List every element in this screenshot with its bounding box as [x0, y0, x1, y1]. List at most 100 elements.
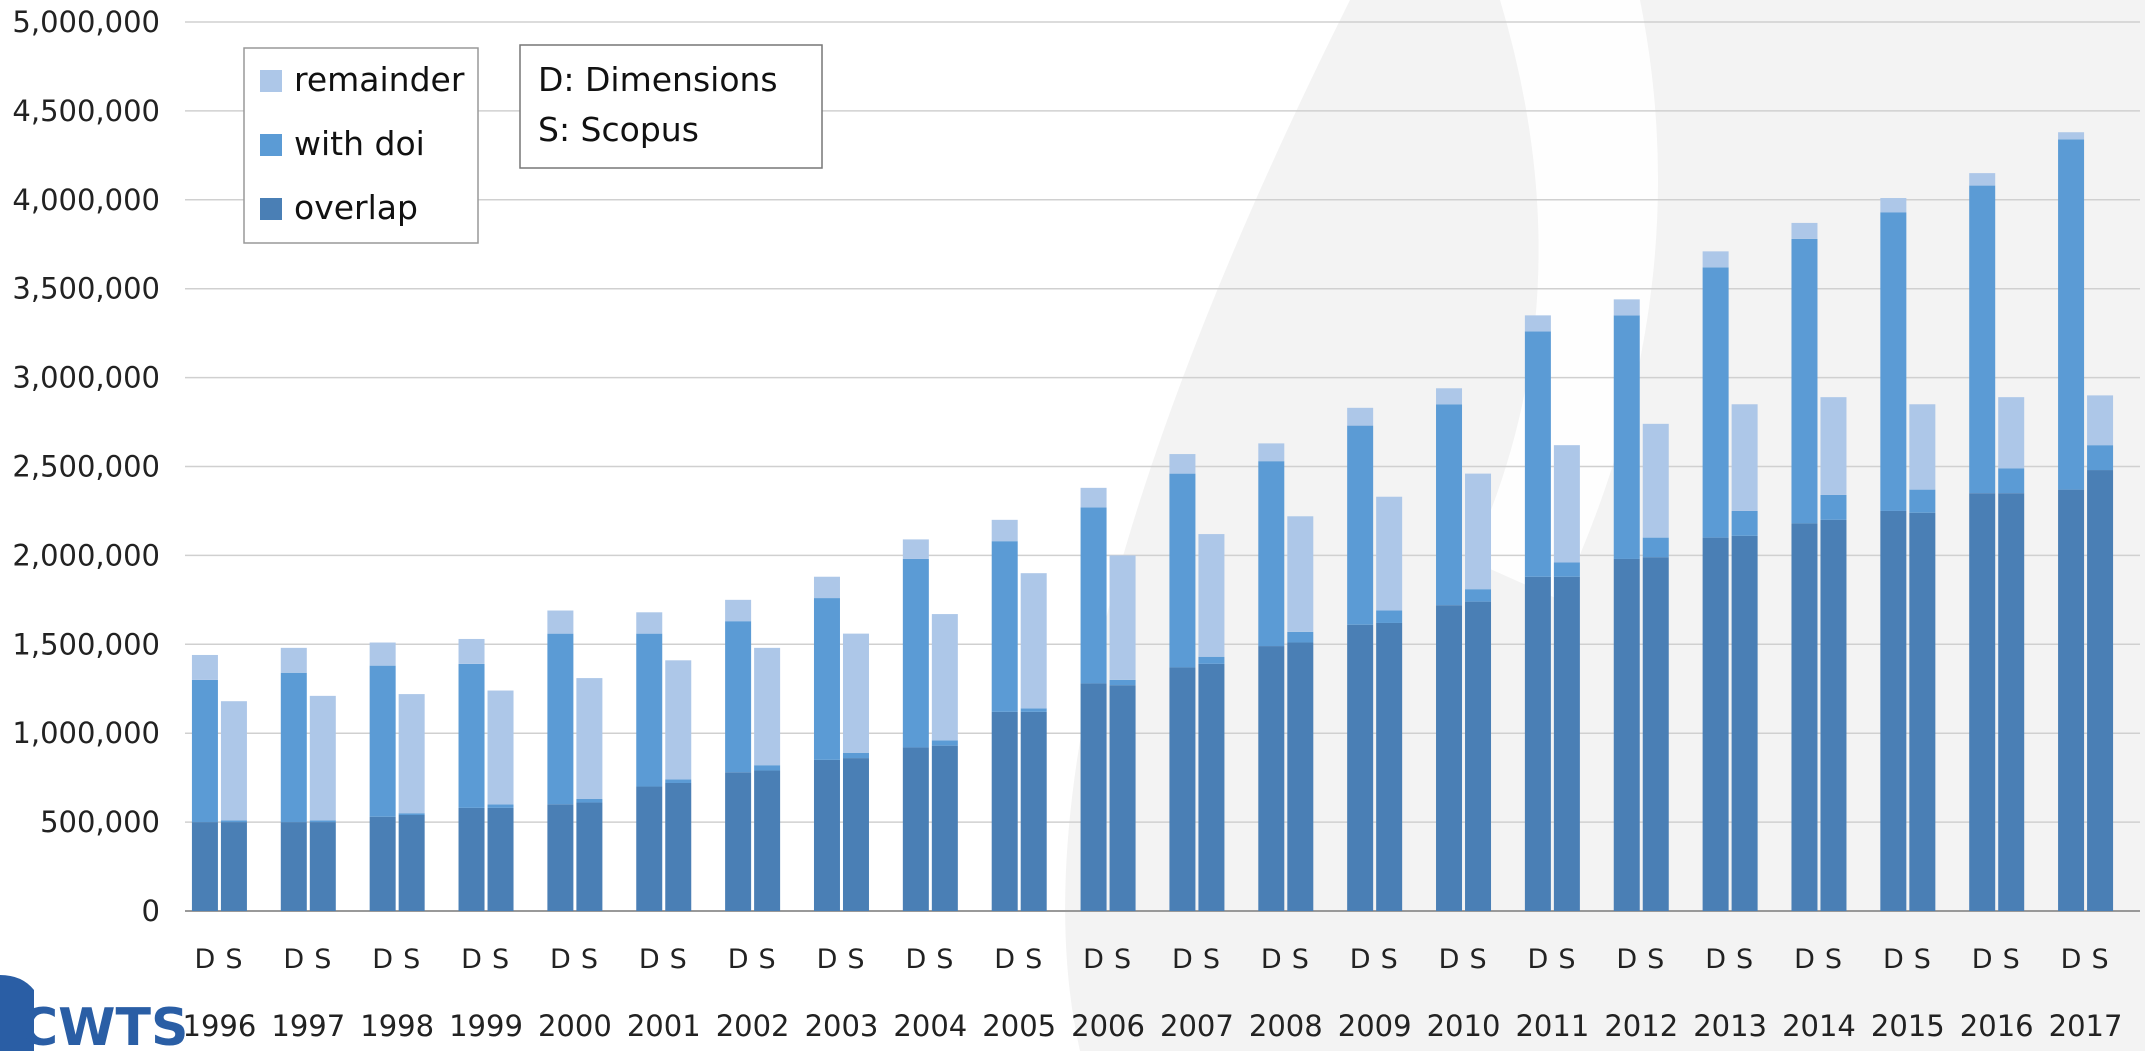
group-label-D: D [1172, 944, 1193, 975]
bar-overlap-D-2013 [1702, 537, 1729, 911]
bar-remainder-S-2011 [1553, 445, 1580, 563]
y-tick-label: 2,000,000 [12, 538, 160, 572]
x-tick-label: 2015 [1871, 1009, 1945, 1043]
bar-remainder-D-2006 [1080, 487, 1107, 508]
x-tick-label: 2017 [2049, 1009, 2123, 1043]
bar-remainder-D-2002 [725, 599, 752, 622]
bar-overlap-D-2007 [1169, 667, 1196, 911]
bar-remainder-S-1996 [220, 701, 247, 821]
bar-with-doi-D-2005 [991, 541, 1018, 712]
y-axis-ticks: 0 500,000 1,000,000 1,500,000 2,000,000 2,500… [12, 5, 160, 928]
group-label-S: S [1736, 944, 1753, 975]
bar-overlap-S-2017 [2087, 470, 2114, 911]
x-tick-label: 2009 [1338, 1009, 1412, 1043]
bar-overlap-D-2006 [1080, 683, 1107, 911]
bar-overlap-S-2008 [1287, 642, 1314, 911]
x-tick-label: 1999 [449, 1009, 523, 1043]
bar-remainder-D-2008 [1258, 443, 1285, 462]
bar-overlap-S-2016 [1998, 493, 2025, 911]
bar-with-doi-D-2001 [636, 633, 663, 787]
bar-with-doi-S-2009 [1376, 610, 1403, 623]
bar-with-doi-D-2007 [1169, 473, 1196, 668]
bar-with-doi-D-2015 [1880, 212, 1907, 511]
legend-item-remainder: remainder [260, 60, 465, 99]
group-label-D: D [1794, 944, 1815, 975]
group-label-D: D [461, 944, 482, 975]
bar-overlap-S-1997 [309, 822, 336, 911]
bar-remainder-S-1998 [398, 694, 425, 814]
legend-swatch-overlap [260, 198, 282, 220]
group-label-S: S [1469, 944, 1486, 975]
group-label-D: D [1350, 944, 1371, 975]
bar-with-doi-D-2016 [1969, 185, 1996, 494]
legend-label-remainder: remainder [294, 60, 465, 99]
group-label-S: S [1025, 944, 1042, 975]
group-label-D: D [1261, 944, 1282, 975]
bar-remainder-D-2015 [1880, 198, 1907, 213]
legend-label-overlap: overlap [294, 188, 418, 227]
x-tick-label: 2013 [1693, 1009, 1767, 1043]
bar-overlap-S-2010 [1465, 601, 1492, 911]
bar-with-doi-S-2011 [1553, 562, 1580, 577]
bar-with-doi-S-2005 [1020, 708, 1047, 712]
bar-remainder-S-1997 [309, 695, 336, 821]
bar-remainder-D-2012 [1613, 299, 1640, 316]
bar-remainder-D-1997 [280, 647, 307, 673]
y-tick-label: 3,500,000 [12, 272, 160, 306]
group-label-S: S [1203, 944, 1220, 975]
bar-overlap-S-2000 [576, 802, 603, 911]
group-label-D: D [1972, 944, 1993, 975]
bar-with-doi-D-1998 [369, 665, 396, 817]
bar-remainder-D-2009 [1347, 407, 1374, 426]
bar-with-doi-S-2014 [1820, 494, 1847, 520]
bar-remainder-S-2012 [1642, 423, 1669, 538]
group-label-D: D [1883, 944, 1904, 975]
bar-overlap-S-2001 [665, 782, 692, 911]
x-tick-label: 2002 [716, 1009, 790, 1043]
bar-remainder-D-2016 [1969, 173, 1996, 186]
bar-remainder-S-2000 [576, 678, 603, 799]
bar-overlap-S-1998 [398, 814, 425, 911]
bar-with-doi-S-1999 [487, 804, 514, 808]
y-tick-label: 4,500,000 [12, 94, 160, 128]
bar-overlap-S-2005 [1020, 711, 1047, 911]
bar-with-doi-S-2013 [1731, 510, 1758, 536]
bar-remainder-D-2005 [991, 519, 1018, 542]
bar-remainder-D-2013 [1702, 251, 1729, 268]
bar-overlap-D-2009 [1347, 624, 1374, 911]
x-tick-label: 2001 [627, 1009, 701, 1043]
x-tick-label: 2016 [1960, 1009, 2034, 1043]
bar-overlap-D-2010 [1436, 605, 1463, 911]
bar-overlap-D-2003 [813, 759, 840, 911]
x-tick-label: 1997 [271, 1009, 345, 1043]
bar-overlap-D-2017 [2058, 489, 2085, 911]
bar-with-doi-D-2017 [2058, 139, 2085, 490]
bar-remainder-S-2003 [842, 633, 869, 753]
bar-remainder-D-2017 [2058, 132, 2085, 140]
bar-overlap-D-1997 [280, 822, 307, 911]
bar-remainder-S-2017 [2087, 395, 2114, 446]
group-label-D: D [728, 944, 749, 975]
bar-overlap-S-2015 [1909, 512, 1936, 911]
bar-remainder-S-1999 [487, 690, 514, 805]
bar-remainder-D-1998 [369, 642, 396, 666]
bar-with-doi-S-2010 [1465, 589, 1492, 602]
x-tick-label: 2003 [805, 1009, 879, 1043]
bar-overlap-S-2003 [842, 758, 869, 911]
group-label-S: S [847, 944, 864, 975]
bar-with-doi-D-2000 [547, 633, 574, 805]
bar-overlap-D-1999 [458, 807, 485, 911]
bar-overlap-S-2004 [931, 745, 958, 911]
y-tick-label: 1,500,000 [12, 627, 160, 661]
legend-label-with-doi: with doi [294, 124, 425, 163]
bar-with-doi-S-2007 [1198, 656, 1225, 664]
bar-with-doi-D-2014 [1791, 238, 1818, 524]
x-tick-label: 2006 [1071, 1009, 1145, 1043]
bar-remainder-S-2013 [1731, 404, 1758, 511]
bar-overlap-D-2001 [636, 786, 663, 911]
bar-remainder-S-2001 [665, 660, 692, 780]
annotation-scopus: S: Scopus [538, 110, 699, 149]
bar-overlap-D-2016 [1969, 493, 1996, 911]
bar-with-doi-D-2006 [1080, 507, 1107, 684]
bar-with-doi-S-1997 [309, 820, 336, 823]
